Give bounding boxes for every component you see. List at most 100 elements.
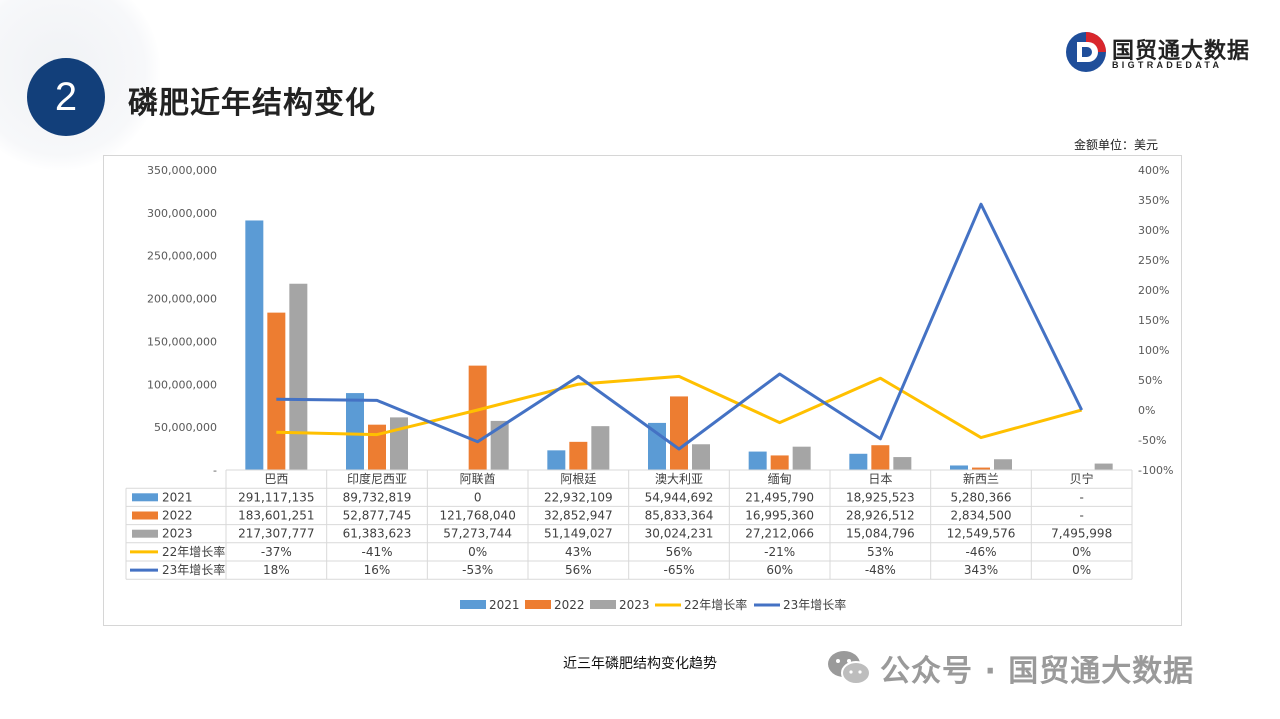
y-right-tick-label: 150% [1138,314,1169,327]
data-value-label: - [1079,490,1083,504]
data-value-label: -41% [361,545,392,559]
y-left-tick-label: 250,000,000 [147,250,217,263]
legend-swatch [525,600,551,609]
category-label: 印度尼西亚 [347,471,407,486]
category-label: 阿根廷 [560,472,596,486]
data-value-label: 51,149,027 [544,527,613,541]
bar-2022 [770,455,789,470]
data-value-label: 60% [766,563,793,577]
bar-2021 [245,220,264,470]
bar-2023 [792,446,811,470]
logo-text: 国贸通大数据 [1112,39,1251,64]
data-value-label: 0% [1072,545,1091,559]
table-legend-swatch [132,493,158,502]
y-left-tick-label: 150,000,000 [147,335,217,348]
data-value-label: 0% [468,545,487,559]
y-right-tick-label: 250% [1138,254,1169,267]
bar-2021 [547,450,566,470]
bar-2022 [569,441,588,470]
data-value-label: 343% [964,563,998,577]
data-value-label: 22,932,109 [544,490,613,504]
watermark-text: 公众号 · 国贸通大数据 [880,654,1195,689]
series-name-label: 2023 [162,527,193,541]
logo-mark-icon [1066,32,1106,72]
table-legend-swatch [132,511,158,520]
data-value-label: 16,995,360 [745,509,814,523]
y-right-tick-label: 50% [1138,374,1162,387]
y-left-tick-label: 100,000,000 [147,378,217,391]
category-label: 澳大利亚 [655,472,703,486]
data-value-label: 85,833,364 [645,509,714,523]
bar-2021 [748,451,767,470]
combo-chart: - 50,000,000 100,000,000 150,000,000 200,000… [125,164,1173,612]
data-value-label: 89,732,819 [343,490,412,504]
category-label: 巴西 [264,472,288,486]
data-value-label: 32,852,947 [544,509,613,523]
page-title: 磷肥近年结构变化 [128,86,376,121]
data-value-label: 12,549,576 [947,527,1016,541]
y-right-tick-label: 0% [1138,404,1155,417]
bar-2023 [490,420,509,470]
table-legend-swatch [132,529,158,538]
bar-2023 [1094,463,1113,470]
y-right-tick-label: -100% [1138,464,1173,477]
y-right-tick-label: 400% [1138,164,1169,177]
y-left-tick-label: 350,000,000 [147,164,217,177]
data-value-label: -37% [261,545,292,559]
bar-2022 [267,312,286,470]
legend-swatch [460,600,486,609]
legend-label: 2022 [554,598,585,612]
data-value-label: 15,084,796 [846,527,915,541]
legend-label: 2021 [489,598,520,612]
category-label: 贝宁 [1070,471,1094,486]
data-value-label: 2,834,500 [950,509,1011,523]
y-right-tick-label: -50% [1138,434,1166,447]
data-value-label: 27,212,066 [745,527,814,541]
bar-2022 [368,424,386,470]
currency-unit-note: 金额单位：美元 [1074,138,1159,152]
data-value-label: 30,024,231 [645,527,714,541]
data-value-label: 56% [666,545,693,559]
y-left-tick-label: 200,000,000 [147,293,217,306]
data-value-label: 43% [565,545,592,559]
data-value-label: 56% [565,563,592,577]
data-value-label: -21% [764,545,795,559]
legend-label: 2023 [619,598,650,612]
series-name-label: 22年增长率 [162,544,225,559]
data-value-label: 53% [867,545,894,559]
data-value-label: -53% [462,563,493,577]
line-22年增长率 [276,374,1083,440]
data-value-label: 61,383,623 [343,527,412,541]
legend-swatch [590,600,616,609]
data-value-label: 0 [474,490,482,504]
bar-2021 [950,465,968,470]
bar-2021 [346,393,364,470]
data-value-label: 21,495,790 [745,490,814,504]
bar-2022 [670,396,688,470]
data-value-label: 16% [364,563,391,577]
data-value-label: 121,768,040 [439,509,515,523]
bar-2023 [893,457,912,470]
data-value-label: 183,601,251 [238,509,314,523]
data-value-label: 52,877,745 [343,509,412,523]
data-value-label: 7,495,998 [1051,527,1112,541]
y-right-tick-label: 300% [1138,224,1169,237]
series-name-label: 2021 [162,490,193,504]
bar-2023 [390,417,408,470]
wechat-icon [828,651,871,685]
category-label: 缅甸 [768,472,792,486]
data-value-label: 217,307,777 [238,527,314,541]
bar-2021 [849,453,868,470]
y-left-tick-label: - [213,464,217,477]
bar-2023 [994,459,1012,470]
y-right-tick-label: 200% [1138,284,1169,297]
bar-2023 [289,283,308,470]
category-label: 日本 [868,472,892,486]
bar-2022 [972,467,990,470]
y-left-tick-label: 300,000,000 [147,207,217,220]
brand-logo: 国贸通大数据 BIGTRADEDATA [1064,30,1254,74]
data-value-label: 5,280,366 [950,490,1011,504]
data-value-label: -48% [865,563,896,577]
section-number-badge: 2 [27,58,105,136]
bar-2022 [871,445,890,470]
